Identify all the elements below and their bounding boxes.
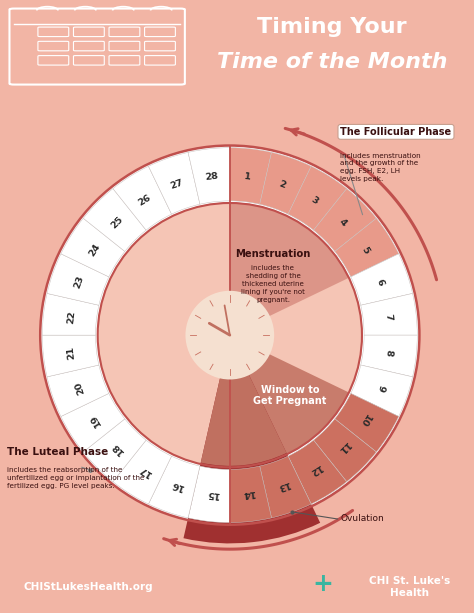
Text: 25: 25 [109, 215, 125, 230]
Text: 21: 21 [66, 346, 77, 360]
Text: 7: 7 [383, 313, 393, 321]
Text: The Luteal Phase: The Luteal Phase [7, 447, 109, 457]
Wedge shape [188, 466, 230, 522]
Text: 4: 4 [337, 217, 348, 228]
Text: includes menstruation
and the growth of the
egg. FSH, E2, LH
levels peak.: includes menstruation and the growth of … [340, 153, 421, 182]
Wedge shape [260, 456, 311, 518]
Wedge shape [230, 148, 272, 204]
Text: 5: 5 [359, 245, 370, 256]
Wedge shape [113, 166, 172, 230]
Text: includes the reabsorption of the
unfertilized egg or implantation of the
fertili: includes the reabsorption of the unferti… [7, 467, 145, 489]
Text: Ovulation: Ovulation [340, 514, 384, 524]
Wedge shape [288, 440, 346, 504]
Text: CHIStLukesHealth.org: CHIStLukesHealth.org [24, 582, 153, 592]
Text: 15: 15 [205, 489, 219, 499]
Circle shape [98, 203, 362, 467]
Wedge shape [61, 218, 125, 277]
Text: 11: 11 [335, 440, 350, 455]
Wedge shape [260, 153, 311, 214]
Text: 28: 28 [205, 172, 219, 182]
Wedge shape [42, 335, 99, 377]
Wedge shape [183, 335, 320, 543]
Wedge shape [351, 254, 412, 305]
Wedge shape [201, 335, 286, 466]
Text: 8: 8 [383, 349, 393, 357]
Text: 26: 26 [137, 193, 153, 207]
Text: 9: 9 [375, 383, 386, 392]
Text: 18: 18 [109, 440, 125, 456]
Wedge shape [314, 419, 376, 482]
Wedge shape [40, 145, 419, 525]
Wedge shape [361, 335, 417, 377]
Text: 13: 13 [275, 479, 290, 492]
Text: CHI St. Luke's
Health: CHI St. Luke's Health [369, 576, 450, 598]
Text: 17: 17 [137, 463, 153, 478]
Text: 10: 10 [357, 412, 372, 428]
Text: 23: 23 [73, 275, 86, 290]
Wedge shape [47, 254, 109, 305]
Wedge shape [335, 218, 399, 277]
Circle shape [18, 124, 441, 546]
Wedge shape [47, 365, 109, 416]
Wedge shape [335, 394, 399, 452]
Wedge shape [361, 294, 417, 335]
Text: 27: 27 [169, 178, 185, 191]
Text: +: + [312, 573, 333, 596]
Text: 12: 12 [307, 463, 323, 478]
Text: 3: 3 [310, 194, 320, 206]
Text: Timing Your: Timing Your [257, 17, 407, 37]
Wedge shape [314, 189, 376, 251]
Wedge shape [61, 394, 125, 452]
Wedge shape [42, 294, 99, 335]
Wedge shape [188, 148, 230, 204]
Text: 16: 16 [169, 479, 185, 492]
Wedge shape [83, 419, 146, 482]
Text: Window to
Get Pregnant: Window to Get Pregnant [254, 385, 327, 406]
Wedge shape [351, 365, 412, 416]
Text: Time of the Month: Time of the Month [217, 51, 447, 72]
Wedge shape [113, 440, 172, 504]
Text: Menstruation: Menstruation [235, 249, 310, 259]
Text: 14: 14 [241, 489, 255, 499]
Text: 24: 24 [88, 242, 102, 258]
Text: 2: 2 [278, 180, 287, 190]
Wedge shape [148, 153, 200, 214]
Wedge shape [230, 203, 349, 335]
Wedge shape [288, 166, 346, 230]
Text: 6: 6 [375, 278, 386, 287]
Wedge shape [230, 335, 349, 467]
Text: The Follicular Phase: The Follicular Phase [340, 127, 452, 137]
Circle shape [187, 292, 273, 378]
Text: 20: 20 [73, 380, 86, 395]
Text: 22: 22 [66, 310, 77, 324]
Wedge shape [148, 456, 200, 518]
Text: 19: 19 [88, 412, 102, 428]
Wedge shape [83, 189, 146, 251]
Text: 1: 1 [244, 172, 252, 181]
Text: includes the
shedding of the
thickened uterine
lining if you're not
pregnant.: includes the shedding of the thickened u… [241, 265, 305, 303]
Wedge shape [230, 466, 272, 522]
